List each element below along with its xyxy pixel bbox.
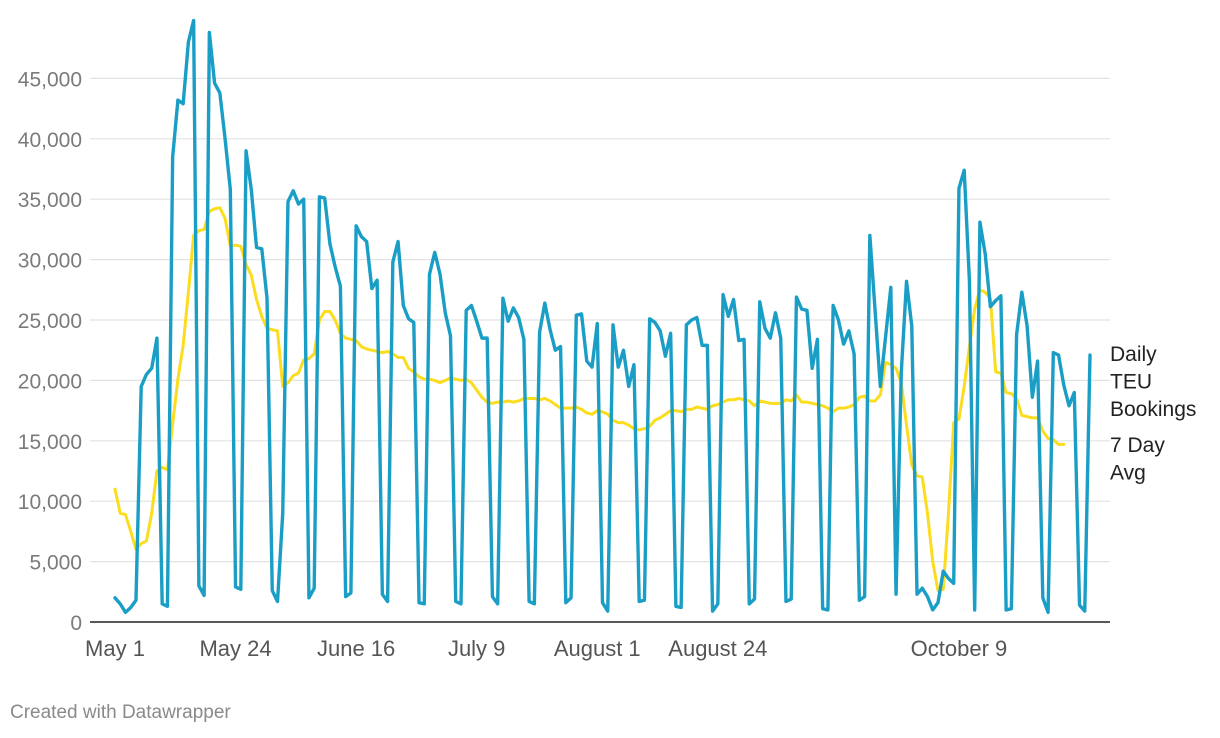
x-axis: May 1 May 24 June 16 July 9 August 1 August 2…	[85, 636, 1007, 661]
line-chart: 0 5,000 10,000 15,000 20,000 25,000 30,000 35,0…	[18, 18, 1196, 661]
x-tick-label: May 24	[199, 636, 271, 661]
y-tick-label: 25,000	[18, 310, 82, 333]
x-tick-label: August 1	[554, 636, 641, 661]
series-line-daily-teu-bookings	[113, 18, 1092, 615]
credit-text: Created with Datawrapper	[10, 702, 231, 723]
series-line-7-day-avg	[113, 206, 1066, 593]
x-tick-label: June 16	[317, 636, 395, 661]
x-tick-label: May 1	[85, 636, 145, 661]
y-tick-label: 0	[70, 612, 82, 635]
y-tick-label: 5,000	[29, 552, 82, 575]
y-tick-label: 20,000	[18, 370, 82, 393]
series-lines	[113, 18, 1092, 615]
y-tick-label: 30,000	[18, 250, 82, 273]
series-label-daily-teu-bookings: Daily TEU Bookings	[1110, 343, 1196, 421]
x-tick-label: July 9	[448, 636, 505, 661]
gridlines	[90, 77, 1110, 563]
x-tick-label: October 9	[911, 636, 1008, 661]
y-axis: 0 5,000 10,000 15,000 20,000 25,000 30,000 35,0…	[18, 68, 82, 635]
series-labels: Daily TEU Bookings 7 Day Avg	[1110, 343, 1196, 485]
y-tick-label: 40,000	[18, 129, 82, 152]
y-tick-label: 15,000	[18, 431, 82, 454]
y-tick-label: 35,000	[18, 189, 82, 212]
x-tick-label: August 24	[668, 636, 767, 661]
y-tick-label: 45,000	[18, 68, 82, 91]
y-tick-label: 10,000	[18, 491, 82, 514]
series-label-7-day-avg: 7 Day Avg	[1110, 434, 1165, 485]
